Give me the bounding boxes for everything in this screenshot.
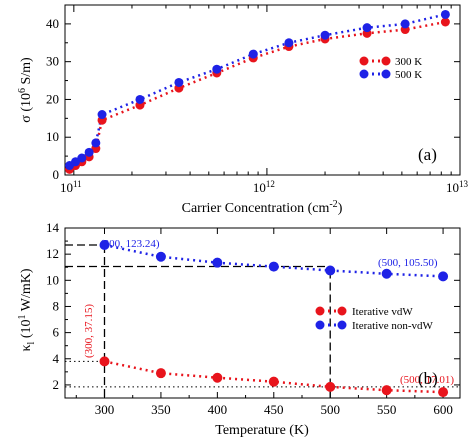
x-tick-label: 300: [95, 402, 115, 417]
chart-a-series-lines: [68, 13, 446, 171]
y-tick-label: 10: [46, 129, 59, 144]
data-point: [174, 77, 184, 87]
chart-a-x-axis-label: Carrier Concentration (cm-2): [182, 199, 343, 216]
data-point: [155, 251, 166, 262]
data-point: [325, 265, 336, 276]
data-point: [325, 381, 336, 392]
chart-a-panel-label: (a): [418, 145, 437, 164]
x-tick-label: 1011: [60, 179, 82, 195]
legend-label-iterative-vdw: Iterative vdW: [352, 306, 413, 318]
y-tick-label: 2: [53, 377, 60, 392]
x-tick-label: 350: [151, 402, 171, 417]
x-tick-label: 500: [320, 402, 340, 417]
legend-label-iterative-non-vdw: Iterative non-vdW: [352, 320, 434, 332]
chart-b-panel-label: (b): [418, 369, 438, 388]
legend-marker-300k-right: [381, 56, 391, 66]
y-tick-label: 6: [53, 325, 60, 340]
chart-b-x-ticks: 300 350 400 450 500 550 600: [75, 228, 453, 417]
series-line-1: [68, 13, 446, 167]
y-tick-label: 4: [53, 351, 60, 366]
data-point: [212, 257, 223, 268]
data-point: [248, 49, 258, 59]
chart-a-y-ticks: 0 10 20 30 40: [46, 16, 460, 182]
x-tick-label: 550: [377, 402, 397, 417]
legend-marker-vdw-right: [337, 306, 347, 316]
chart-a: 0 10 20 30 40 1011 1012 1013 σ (106 S/m) Carri…: [17, 4, 469, 216]
y-tick-label: 40: [46, 16, 59, 31]
chart-b: 2 4 6 8 10 12 14 300 350 400 450 500 550 600 (300, 1…: [17, 220, 461, 438]
data-point: [400, 19, 410, 29]
data-point: [268, 376, 279, 387]
data-point: [99, 240, 110, 250]
x-tick-label: 450: [264, 402, 284, 417]
data-point: [268, 261, 279, 272]
x-tick-label: 1012: [253, 179, 275, 195]
chart-b-frame: [64, 227, 461, 399]
chart-b-guide-lines: [65, 244, 460, 398]
legend-marker-non-vdw-left: [315, 320, 325, 330]
x-tick-label: 600: [433, 402, 453, 417]
data-point: [440, 9, 450, 19]
annotation-300-37: (300, 37.15): [83, 304, 95, 358]
annotation-500-105: (500, 105.50): [378, 257, 438, 269]
data-point: [212, 64, 222, 74]
legend-marker-vdw-left: [315, 306, 325, 316]
data-point: [99, 356, 110, 367]
legend-label-500k: 500 K: [395, 69, 422, 81]
data-point: [212, 372, 223, 383]
y-tick-label: 14: [46, 220, 60, 235]
data-point: [284, 38, 294, 48]
chart-b-x-axis-label: Temperature (K): [215, 423, 309, 438]
annotation-300-123: (300, 123.24): [100, 238, 160, 250]
data-point: [135, 94, 145, 104]
y-tick-label: 10: [46, 272, 59, 287]
chart-a-frame: [64, 4, 461, 176]
series-line-0: [68, 20, 446, 171]
y-tick-label: 8: [53, 298, 60, 313]
legend-marker-500k-right: [381, 69, 391, 79]
data-point: [91, 138, 101, 148]
legend-label-300k: 300 K: [395, 56, 422, 68]
chart-b-y-ticks: 2 4 6 8 10 12 14: [46, 220, 460, 392]
x-tick-label: 1013: [446, 179, 469, 195]
data-point: [77, 153, 87, 163]
data-point: [155, 368, 166, 379]
chart-b-y-axis-label: κl (101 W/mK): [17, 268, 37, 351]
annotation-500-17: (500, 17.01): [400, 374, 454, 386]
legend-marker-300k-left: [359, 56, 369, 66]
data-point: [320, 30, 330, 40]
y-tick-label: 12: [46, 246, 59, 261]
chart-a-legend: 300 K 500 K: [359, 56, 422, 81]
legend-marker-500k-left: [359, 69, 369, 79]
chart-a-y-axis-label: σ (106 S/m): [17, 57, 34, 123]
data-point: [381, 385, 392, 396]
data-point: [97, 110, 107, 120]
data-point: [438, 271, 449, 282]
data-point: [440, 17, 450, 27]
data-point: [381, 268, 392, 279]
data-point: [84, 147, 94, 157]
chart-a-series-points: [65, 9, 450, 174]
legend-marker-non-vdw-right: [337, 320, 347, 330]
x-tick-label: 400: [208, 402, 228, 417]
y-tick-label: 20: [46, 91, 59, 106]
y-tick-label: 0: [53, 167, 60, 182]
chart-b-series-points: [99, 240, 449, 398]
chart-b-legend: Iterative vdW Iterative non-vdW: [315, 306, 434, 332]
y-tick-label: 30: [46, 54, 59, 69]
data-point: [438, 387, 449, 398]
data-point: [362, 23, 372, 33]
